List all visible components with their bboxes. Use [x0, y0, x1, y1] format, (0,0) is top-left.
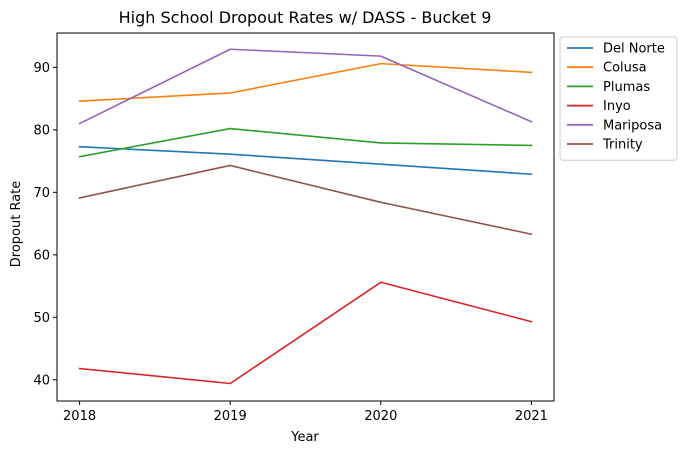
- series-line-inyo: [78, 281, 533, 385]
- y-axis-label: Dropout Rate: [9, 181, 24, 268]
- y-tick-label-80: 80: [33, 123, 50, 138]
- y-tick-label-90: 90: [33, 61, 50, 76]
- legend-label-del-norte: Del Norte: [603, 42, 665, 57]
- y-tick-label-50: 50: [33, 311, 50, 326]
- y-tick-label-40: 40: [33, 373, 50, 388]
- legend: Del Norte Colusa Plumas Inyo Mariposa Trinity: [559, 36, 678, 161]
- series-line-colusa: [78, 62, 533, 102]
- x-tick-label-2020: 2020: [364, 409, 397, 424]
- x-tick-label-2019: 2019: [214, 409, 247, 424]
- legend-label-plumas: Plumas: [603, 80, 650, 95]
- y-axis: 40 50 60 70 80 90: [33, 61, 57, 388]
- y-tick-label-60: 60: [33, 248, 50, 263]
- x-axis-label: Year: [290, 430, 319, 445]
- series-line-mariposa: [78, 48, 533, 125]
- y-tick-label-70: 70: [33, 186, 50, 201]
- legend-label-inyo: Inyo: [603, 99, 631, 114]
- legend-label-colusa: Colusa: [603, 61, 647, 76]
- series-layer: [78, 48, 533, 385]
- x-tick-label-2018: 2018: [63, 409, 96, 424]
- chart-title: High School Dropout Rates w/ DASS - Buck…: [119, 8, 492, 27]
- x-tick-label-2021: 2021: [515, 409, 548, 424]
- legend-label-trinity: Trinity: [602, 138, 643, 153]
- series-line-del-norte: [78, 145, 533, 176]
- series-line-trinity: [78, 164, 533, 236]
- legend-label-mariposa: Mariposa: [603, 118, 662, 133]
- series-line-plumas: [78, 127, 533, 158]
- x-axis: 2018 2019 2020 2021: [63, 401, 548, 424]
- plot-frame: [56, 32, 555, 402]
